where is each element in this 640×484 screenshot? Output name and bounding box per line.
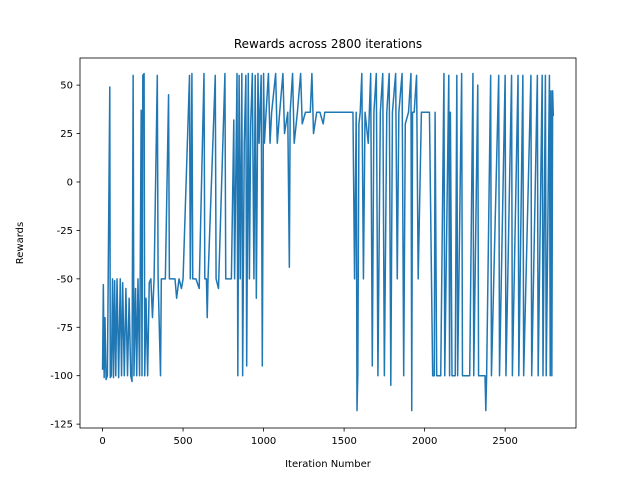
x-tick-label: 2000: [412, 436, 437, 447]
x-tick-label: 0: [99, 436, 105, 447]
x-tick-label: 500: [174, 436, 193, 447]
x-tick-label: 1500: [331, 436, 356, 447]
x-tick-label: 2500: [492, 436, 517, 447]
chart-title: Rewards across 2800 iterations: [234, 37, 422, 51]
y-tick-label: -125: [50, 420, 73, 431]
y-tick-label: 50: [60, 81, 73, 92]
y-tick-label: 0: [67, 177, 73, 188]
y-tick-label: -25: [57, 226, 73, 237]
y-tick-label: -50: [57, 274, 73, 285]
y-tick-label: -75: [57, 323, 73, 334]
y-axis-label: Rewards: [15, 222, 26, 264]
y-tick-label: 25: [60, 129, 73, 140]
line-series: [101, 72, 555, 412]
x-axis-label: Iteration Number: [285, 459, 372, 470]
y-tick-label: -100: [50, 371, 73, 382]
x-tick-label: 1000: [251, 436, 276, 447]
plot-frame: [79, 57, 577, 429]
